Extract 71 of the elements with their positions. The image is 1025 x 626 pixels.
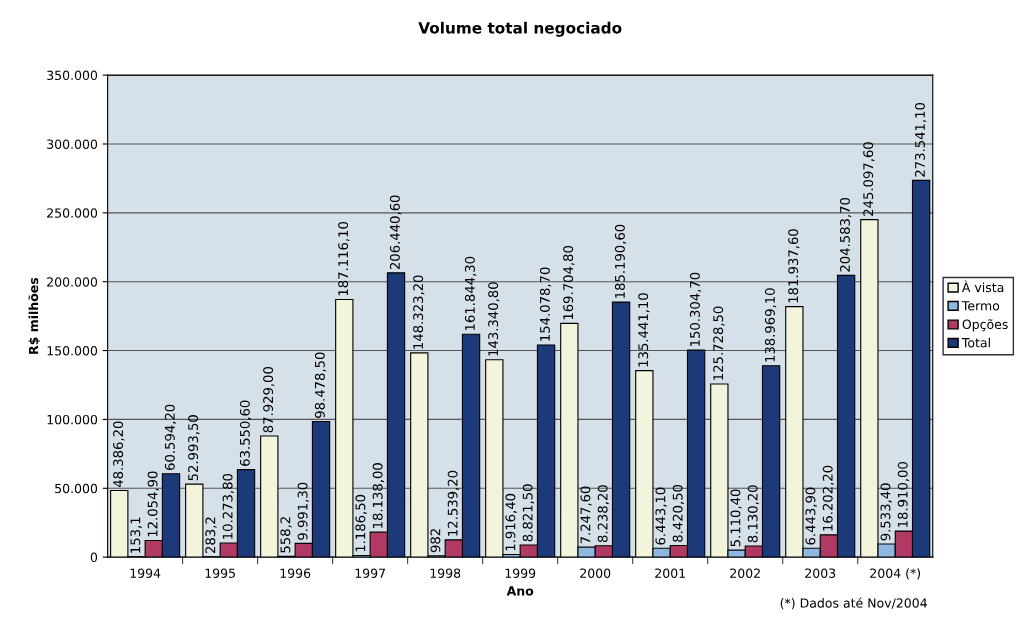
data-label: 63.550,60: [239, 400, 252, 466]
legend-label: À vista: [961, 280, 1004, 293]
x-tick-label: 2001: [655, 568, 685, 578]
x-axis-title: Ano: [506, 586, 534, 596]
data-label: 283,2: [205, 517, 217, 554]
x-tick-label: 2004 (*): [870, 568, 921, 580]
x-tick-label: 2003: [805, 568, 836, 578]
x-tick-label: 1996: [280, 568, 311, 578]
data-label: 206.440,60: [389, 195, 402, 270]
text: (*) Dados até Nov/2004: [780, 597, 927, 610]
data-label: 98.478,50: [314, 352, 327, 418]
data-label: 181.937,60: [788, 229, 800, 303]
data-label: 135.441,10: [638, 293, 650, 367]
data-label: 9.533,40: [880, 483, 892, 541]
data-label: 6.443,10: [655, 487, 667, 545]
data-label: 1.186,50: [355, 494, 367, 552]
y-tick-label: 300.000: [47, 139, 98, 149]
data-label: 18.910,00: [897, 462, 910, 527]
data-label: 12.054,90: [147, 471, 159, 537]
data-label: 245.097,60: [863, 142, 875, 216]
data-label: 185.190,60: [614, 224, 627, 298]
legend-label: Opções: [962, 319, 1008, 332]
data-label: 48.386,20: [113, 421, 125, 488]
data-label: 8.238,20: [597, 485, 609, 543]
y-tick-label: 350.000: [47, 70, 98, 81]
x-tick-label: 1994: [130, 568, 161, 578]
y-tick-label: 50.000: [55, 483, 98, 494]
data-label: 16.202,20: [822, 465, 835, 531]
data-label: 148.323,20: [413, 275, 425, 349]
data-label: 153,1: [130, 517, 142, 553]
data-label: 10.273,80: [222, 473, 234, 539]
data-label: 5.110,40: [730, 489, 742, 547]
legend-label: Total: [961, 337, 990, 348]
data-label: 982: [430, 529, 441, 553]
data-label: 9.991,30: [297, 482, 309, 540]
data-label: 87.929,00: [263, 366, 275, 433]
data-label: 12.539,20: [447, 470, 459, 536]
data-label: 52.993,50: [188, 415, 200, 481]
data-label: 8.420,50: [672, 484, 685, 542]
data-label: 143.340,80: [488, 282, 500, 356]
data-label: 8.821,50: [522, 484, 534, 542]
data-label: 161.844,30: [464, 256, 477, 331]
data-label: 125.728,50: [713, 306, 725, 380]
data-label: 7.247,60: [580, 486, 592, 544]
x-tick-label: 1995: [205, 568, 235, 578]
x-tick-label: 2000: [580, 568, 611, 578]
y-tick-label: 200.000: [47, 277, 98, 287]
data-label: 187.116,10: [338, 222, 350, 296]
x-tick-label: 1997: [355, 568, 385, 578]
data-label: 18.138,00: [372, 463, 384, 528]
data-label: 204.583,70: [839, 197, 852, 272]
x-tick-label: 2002: [730, 568, 760, 578]
legend-label: Termo: [961, 301, 1000, 311]
x-tick-label: 1999: [505, 568, 536, 578]
chart-title: Volume total negociado: [418, 21, 622, 37]
data-label: 8.130,20: [747, 485, 760, 543]
y-tick-label: 150.000: [47, 346, 98, 356]
y-tick-label: 250.000: [47, 208, 98, 218]
x-tick-label: 1998: [430, 568, 461, 578]
data-label: 154.078,70: [539, 267, 552, 341]
y-axis-title: R$ milhões: [28, 277, 40, 354]
data-label: 6.443,90: [805, 487, 817, 545]
data-label: 558,2: [280, 517, 292, 553]
data-label: 273.541,10: [914, 102, 927, 177]
y-tick-label: 0: [90, 552, 98, 563]
data-label: 169.704,80: [563, 245, 575, 320]
data-label: 1.916,40: [505, 493, 517, 551]
data-label: 60.594,20: [164, 404, 177, 470]
data-label: 138.969,10: [764, 288, 777, 362]
y-tick-label: 100.000: [47, 414, 98, 425]
data-label: 150.304,70: [689, 272, 702, 346]
